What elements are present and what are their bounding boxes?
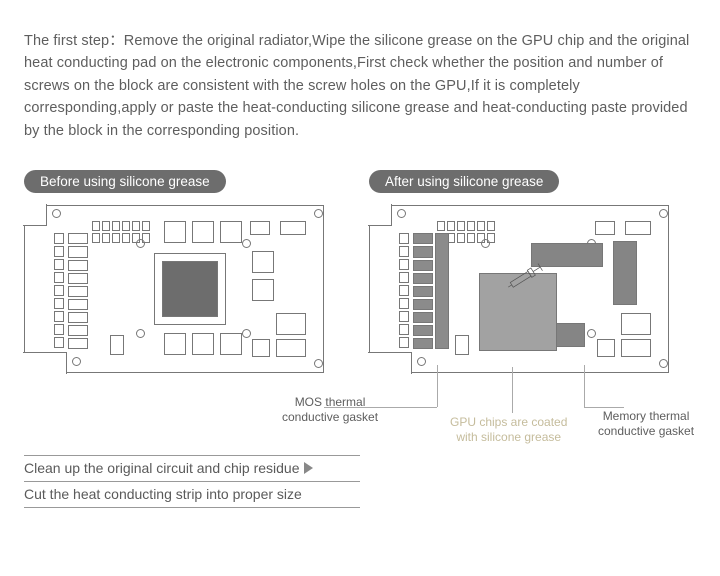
callouts: MOS thermalconductive gasket GPU chips a… bbox=[24, 377, 696, 447]
pcb-after bbox=[369, 205, 669, 373]
after-badge: After using silicone grease bbox=[369, 170, 559, 193]
triangle-icon bbox=[304, 462, 313, 474]
instr-line-2: Cut the heat conducting strip into prope… bbox=[24, 486, 302, 502]
pcb-before bbox=[24, 205, 324, 373]
diagram-columns: Before using silicone grease After using… bbox=[24, 170, 696, 373]
instructions: Clean up the original circuit and chip r… bbox=[24, 455, 696, 508]
intro-paragraph: The first step：Remove the original radia… bbox=[24, 30, 696, 142]
after-column: After using silicone grease bbox=[369, 170, 696, 373]
before-badge: Before using silicone grease bbox=[24, 170, 226, 193]
instr-line-1: Clean up the original circuit and chip r… bbox=[24, 460, 300, 476]
callout-gpu: GPU chips are coatedwith silicone grease bbox=[450, 415, 567, 444]
callout-mos: MOS thermalconductive gasket bbox=[282, 395, 378, 424]
callout-mem: Memory thermalconductive gasket bbox=[598, 409, 694, 438]
before-column: Before using silicone grease bbox=[24, 170, 351, 373]
